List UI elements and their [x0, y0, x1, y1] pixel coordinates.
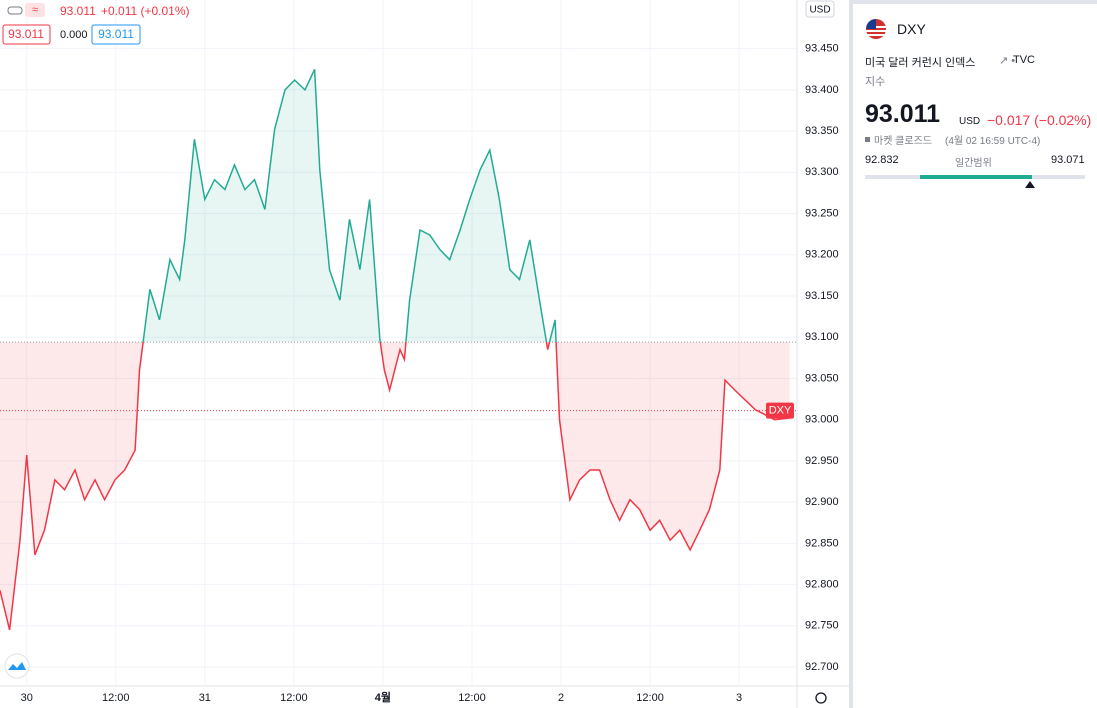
currency: USD — [809, 5, 830, 16]
y-tick-label: 93.300 — [805, 166, 839, 178]
y-tick-label: 92.900 — [805, 496, 839, 508]
sidebar: DXY 미국 달러 커런시 인덱스 TVC ↗ • 지수 93.011 USD … — [849, 0, 1097, 708]
x-tick-label: 3 — [736, 692, 742, 704]
range-low: 92.832 — [865, 154, 899, 166]
x-tick-label: 12:00 — [102, 692, 130, 704]
x-tick-label: 12:00 — [280, 692, 308, 704]
range-marker — [1024, 181, 1035, 188]
y-tick-label: 93.450 — [805, 43, 839, 55]
legend-box-text: 0.000 — [60, 29, 88, 41]
x-tick-label: 2 — [558, 692, 564, 704]
legend-box — [91, 24, 141, 45]
price-tag-label: DXY — [769, 405, 792, 417]
currency-box[interactable] — [805, 0, 835, 18]
x-tick-label: 12:00 — [458, 692, 486, 704]
logo[interactable] — [4, 653, 30, 679]
y-tick-label: 93.000 — [805, 414, 839, 426]
legend-icon-text: ≈ — [32, 4, 38, 16]
line — [0, 68, 790, 631]
y-tick-label: 92.800 — [805, 578, 839, 590]
y-tick-label: 92.850 — [805, 537, 839, 549]
kind: 지수 — [865, 76, 886, 88]
legend-box — [2, 24, 51, 45]
range-high: 93.071 — [1051, 154, 1085, 166]
flag — [866, 19, 886, 39]
symbol-name: 미국 달러 커런시 인덱스 — [865, 57, 976, 69]
area — [0, 69, 790, 630]
x-tick-label: 30 — [21, 692, 33, 704]
plot — [0, 0, 797, 686]
x-tick-label: 4월 — [375, 690, 391, 704]
chart: USD ≈ 93.011 +0.011 (+0.01%) 93.011 0.00… — [0, 0, 849, 708]
symbol: DXY — [897, 21, 926, 37]
y-tick-label: 92.700 — [805, 661, 839, 673]
y-tick-label: 93.350 — [805, 125, 839, 137]
x-tick-label: 12:00 — [636, 692, 664, 704]
legend-box-text: 93.011 — [8, 27, 44, 41]
y-tick-label: 93.050 — [805, 372, 839, 384]
legend-price: 93.011 — [60, 4, 96, 18]
range-label: 일간범위 — [955, 158, 992, 169]
change: −0.017 (−0.02%) — [987, 112, 1092, 128]
legend-icon[interactable] — [25, 3, 45, 17]
separator: ↗ • — [999, 55, 1016, 67]
y-tick-label: 93.400 — [805, 84, 839, 96]
price-tag — [766, 402, 794, 419]
currency: USD — [959, 116, 981, 127]
legend-toggle[interactable] — [7, 6, 23, 15]
range-fill — [920, 175, 1032, 179]
price: 93.011 — [865, 100, 941, 128]
y-tick-label: 92.950 — [805, 455, 839, 467]
time: (4월 02 16:59 UTC-4) — [945, 136, 1041, 147]
exchange: TVC — [1013, 54, 1035, 66]
logo-icon — [8, 662, 26, 670]
y-tick-label: 92.750 — [805, 620, 839, 632]
settings-icon[interactable] — [815, 692, 827, 704]
y-tick-label: 93.200 — [805, 249, 839, 261]
legend-change: +0.011 (+0.01%) — [101, 4, 190, 18]
status-dot — [865, 137, 870, 142]
x-tick-label: 31 — [199, 692, 211, 704]
legend-box-text: 93.011 — [98, 27, 134, 41]
status: 마켓 클로즈드 — [874, 136, 932, 147]
y-tick-label: 93.150 — [805, 290, 839, 302]
y-tick-label: 93.100 — [805, 331, 839, 343]
y-tick-label: 93.250 — [805, 207, 839, 219]
